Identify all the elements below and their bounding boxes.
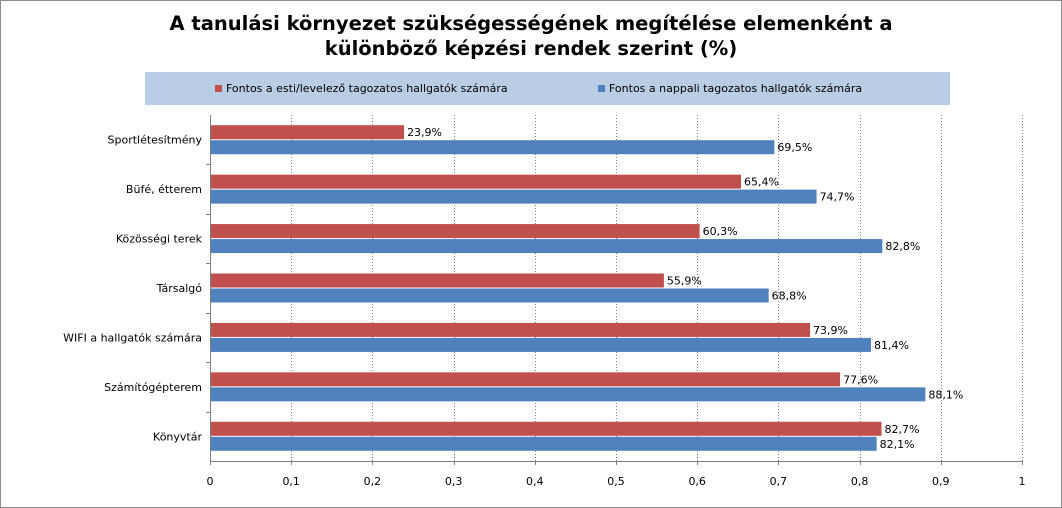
data-label-esti-cat-1: 65,4% bbox=[744, 176, 779, 189]
bar-nappali-cat-3 bbox=[210, 288, 769, 303]
bar-esti-cat-2 bbox=[210, 224, 700, 239]
data-label-esti-cat-3: 55,9% bbox=[667, 275, 702, 288]
bar-nappali-cat-5 bbox=[210, 387, 926, 402]
category-label-0: Sportlétesítmény bbox=[108, 134, 203, 147]
data-label-esti-cat-4: 73,9% bbox=[813, 324, 848, 337]
x-tick-label-2: 0,2 bbox=[364, 475, 382, 488]
category-label-2: Közösségi terek bbox=[116, 233, 203, 246]
data-label-nappali-cat-5: 88,1% bbox=[928, 388, 963, 401]
category-label-1: Büfé, étterem bbox=[126, 183, 202, 196]
x-tick-label-8: 0,8 bbox=[851, 475, 869, 488]
chart-title-line-2: különböző képzési rendek szerint (%) bbox=[324, 37, 738, 60]
data-label-nappali-cat-3: 68,8% bbox=[772, 290, 807, 303]
legend-swatch-esti bbox=[215, 85, 222, 92]
chart-title-line-1: A tanulási környezet szükségességének me… bbox=[169, 12, 893, 35]
x-tick-label-10: 1 bbox=[1019, 475, 1026, 488]
data-label-nappali-cat-6: 82,1% bbox=[880, 438, 915, 451]
x-tick-label-1: 0,1 bbox=[282, 475, 300, 488]
data-label-nappali-cat-4: 81,4% bbox=[874, 339, 909, 352]
legend-swatch-nappali bbox=[598, 85, 605, 92]
legend-entry-esti: Fontos a esti/levelező tagozatos hallgat… bbox=[215, 82, 508, 95]
data-label-nappali-cat-1: 74,7% bbox=[820, 191, 855, 204]
bar-nappali-cat-4 bbox=[210, 337, 871, 352]
chart-title: A tanulási környezet szükségességének me… bbox=[101, 11, 961, 61]
bar-esti-cat-0 bbox=[210, 125, 405, 140]
data-label-esti-cat-5: 77,6% bbox=[843, 373, 878, 386]
bar-nappali-cat-0 bbox=[210, 140, 775, 155]
bar-nappali-cat-1 bbox=[210, 189, 817, 204]
bar-esti-cat-3 bbox=[210, 273, 664, 288]
bar-nappali-cat-6 bbox=[210, 436, 877, 451]
x-tick-label-6: 0,6 bbox=[688, 475, 706, 488]
bar-esti-cat-5 bbox=[210, 372, 841, 387]
x-tick-label-4: 0,4 bbox=[526, 475, 544, 488]
bar-esti-cat-6 bbox=[210, 421, 882, 436]
x-tick-label-0: 0 bbox=[207, 475, 214, 488]
x-tick-label-5: 0,5 bbox=[607, 475, 625, 488]
legend: Fontos a esti/levelező tagozatos hallgat… bbox=[145, 72, 950, 105]
legend-label-nappali: Fontos a nappali tagozatos hallgatók szá… bbox=[609, 82, 863, 95]
bar-esti-cat-1 bbox=[210, 174, 742, 189]
bar-esti-cat-4 bbox=[210, 322, 811, 337]
data-label-nappali-cat-0: 69,5% bbox=[777, 141, 812, 154]
x-tick-label-7: 0,7 bbox=[770, 475, 788, 488]
legend-label-esti: Fontos a esti/levelező tagozatos hallgat… bbox=[226, 82, 508, 95]
x-tick-label-3: 0,3 bbox=[445, 475, 463, 488]
data-label-nappali-cat-2: 82,8% bbox=[885, 240, 920, 253]
category-label-5: Számítógépterem bbox=[104, 381, 202, 394]
bar-nappali-cat-2 bbox=[210, 239, 883, 254]
category-label-3: Társalgó bbox=[156, 282, 203, 295]
category-label-6: Könyvtár bbox=[153, 430, 202, 443]
x-tick-label-9: 0,9 bbox=[932, 475, 950, 488]
category-label-4: WIFI a hallgatók számára bbox=[63, 331, 202, 344]
data-label-esti-cat-2: 60,3% bbox=[703, 225, 738, 238]
data-label-esti-cat-6: 82,7% bbox=[885, 423, 920, 436]
legend-entry-nappali: Fontos a nappali tagozatos hallgatók szá… bbox=[598, 82, 862, 95]
data-label-esti-cat-0: 23,9% bbox=[407, 126, 442, 139]
